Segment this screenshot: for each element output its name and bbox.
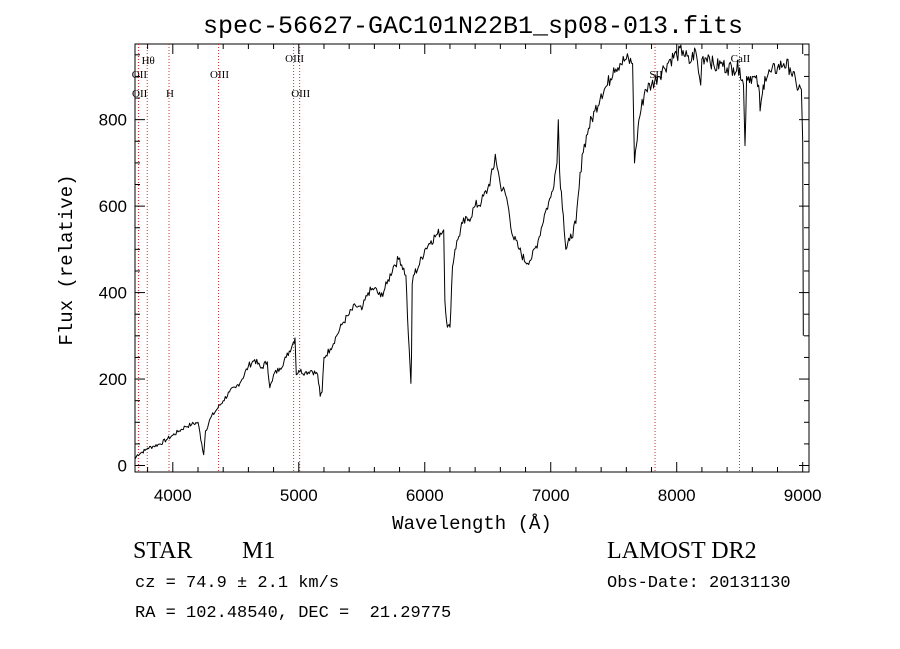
y-tick-label: 200 xyxy=(99,370,127,389)
obs-date: Obs-Date: 20131130 xyxy=(607,574,791,593)
spectral-line-label: Hθ xyxy=(142,55,155,67)
spectrum-series xyxy=(134,44,804,460)
x-tick-label: 7000 xyxy=(532,486,570,505)
spectral-line-label: CaII xyxy=(731,53,751,65)
axis-ticks: 4000 5000 6000 7000 8000 9000 0 200 400 600 800 xyxy=(99,44,822,505)
spectral-line-label: OII xyxy=(132,88,148,100)
spectral-line-label: OII xyxy=(132,69,148,81)
spectral-line-label: OIII xyxy=(210,69,229,81)
survey-label: LAMOST DR2 xyxy=(607,538,757,564)
y-tick-label: 800 xyxy=(99,111,127,130)
y-axis-label: Flux (relative) xyxy=(56,174,78,345)
y-tick-label: 600 xyxy=(99,197,127,216)
x-tick-label: 5000 xyxy=(280,486,318,505)
chart-title: spec-56627-GAC101N22B1_sp08-013.fits xyxy=(203,12,743,41)
y-tick-label: 0 xyxy=(118,457,127,476)
x-axis-label: Wavelength (Å) xyxy=(392,513,552,535)
spectral-line-label: SII xyxy=(649,69,663,81)
plot-frame xyxy=(134,43,810,473)
emission-line-markers: OII OII Hθ H OIII OIII OIII SII CaII xyxy=(132,44,751,472)
spectral-line-label: OIII xyxy=(291,88,310,100)
x-tick-label: 9000 xyxy=(784,486,822,505)
x-tick-label: 8000 xyxy=(658,486,696,505)
object-class: STAR xyxy=(133,538,193,564)
spectrum-line xyxy=(134,44,804,460)
redshift-cz: cz = 74.9 ± 2.1 km/s xyxy=(135,574,340,593)
coordinates: RA = 102.48540, DEC = 21.29775 xyxy=(135,604,452,623)
spectral-line-label: OIII xyxy=(285,53,304,65)
spectral-line-label: H xyxy=(166,88,174,100)
x-tick-label: 4000 xyxy=(154,486,192,505)
y-tick-label: 400 xyxy=(99,284,127,303)
x-tick-label: 6000 xyxy=(406,486,444,505)
object-subclass: M1 xyxy=(242,538,276,564)
